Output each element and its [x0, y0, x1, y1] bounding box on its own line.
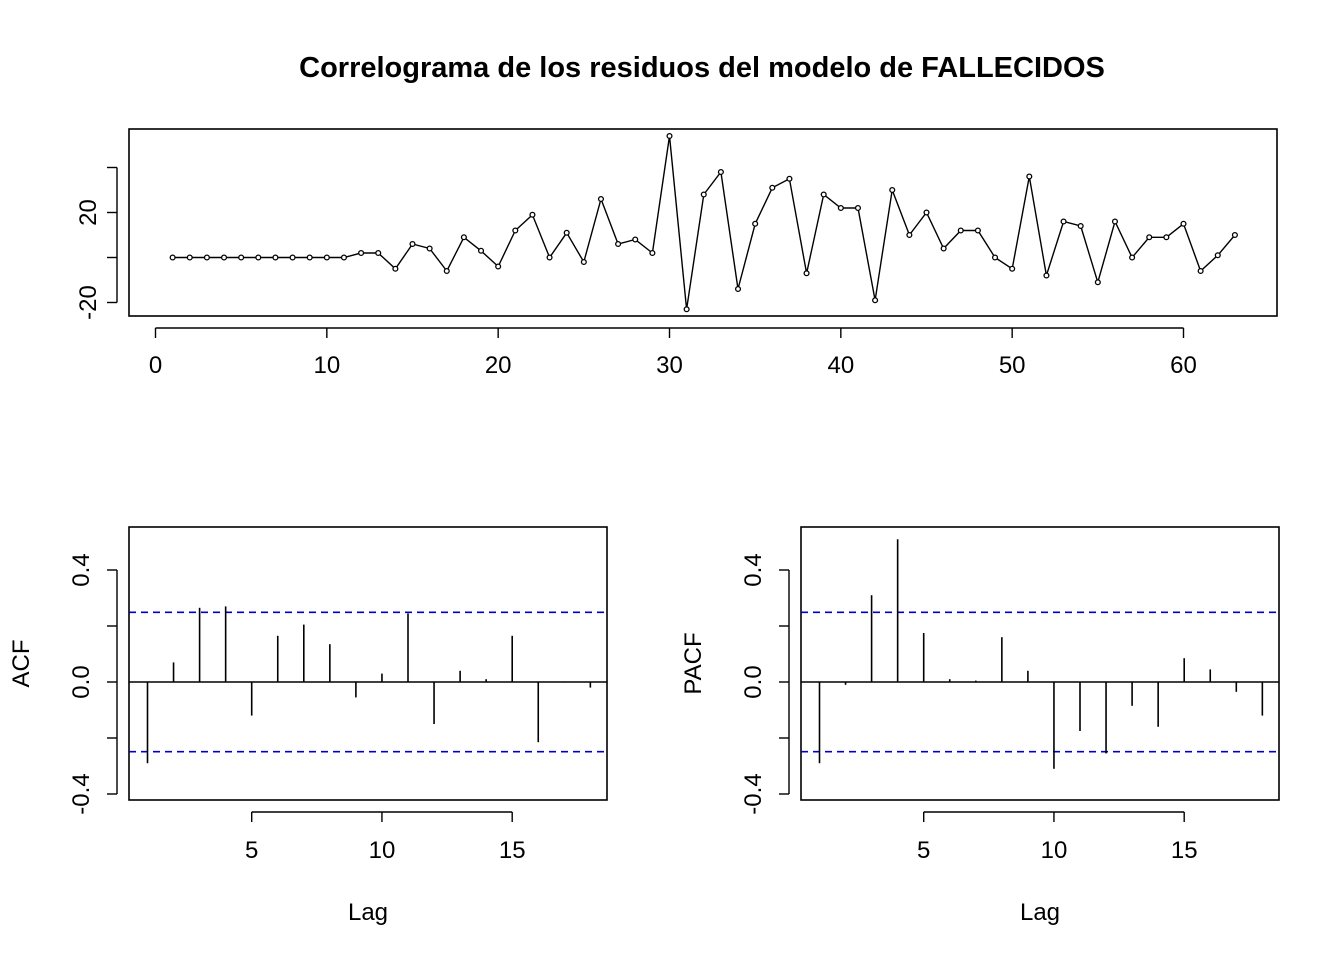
series-point — [563, 229, 570, 236]
plot-frame — [128, 128, 1278, 317]
series-point — [1060, 218, 1067, 225]
series-point — [169, 254, 176, 261]
series-point — [632, 236, 639, 243]
series-point — [889, 186, 896, 194]
series-point — [872, 297, 879, 304]
series-point — [289, 254, 296, 261]
series-point — [477, 247, 485, 254]
x-tick-label: 15 — [499, 837, 526, 864]
series-point — [1129, 254, 1136, 261]
plot-frame — [800, 526, 1280, 801]
series-point — [1026, 173, 1033, 180]
series-point — [409, 240, 416, 248]
y-tick-label: -20 — [75, 285, 102, 320]
series-point — [529, 211, 536, 218]
series-point — [854, 204, 862, 212]
series-point — [666, 132, 673, 140]
series-point — [375, 249, 382, 257]
series-point — [734, 285, 742, 293]
x-tick-label: 60 — [1170, 352, 1197, 379]
x-tick-label: 10 — [369, 837, 396, 864]
series-point — [906, 231, 913, 239]
series-point — [1214, 252, 1221, 259]
series-point — [683, 306, 690, 313]
series-point — [306, 254, 313, 261]
series-point — [1163, 234, 1170, 241]
series-point — [1043, 272, 1050, 279]
x-tick-label: 5 — [917, 837, 930, 864]
series-point — [1197, 267, 1204, 275]
series-point — [1077, 222, 1084, 230]
series-point — [786, 175, 793, 182]
series-point — [649, 249, 656, 257]
y-axis-label: PACF — [680, 632, 707, 694]
series-point — [700, 191, 707, 198]
series-point — [238, 254, 245, 261]
chart-title: Correlograma de los residuos del modelo … — [299, 52, 1105, 84]
series-point — [974, 227, 981, 234]
series-point — [1231, 231, 1238, 239]
series-point — [717, 168, 724, 176]
y-tick-label: -0.4 — [68, 773, 95, 814]
x-tick-label: 0 — [149, 352, 162, 379]
series-point — [426, 245, 433, 252]
y-tick-label: 0.0 — [740, 665, 767, 698]
series-point — [512, 227, 519, 234]
series-point — [203, 254, 210, 261]
x-tick-label: 40 — [827, 352, 854, 379]
series-point — [1009, 265, 1016, 272]
y-tick-label: 0.0 — [68, 665, 95, 698]
series-point — [991, 254, 999, 261]
series-point — [546, 254, 553, 261]
series-point — [1094, 279, 1101, 286]
series-point — [392, 265, 399, 272]
x-tick-label: 10 — [313, 352, 340, 379]
y-axis-label: ACF — [8, 640, 35, 688]
x-axis-label: Lag — [1020, 899, 1060, 926]
series-point — [1111, 218, 1119, 225]
series-point — [837, 204, 844, 212]
pacf-panel: 5 10 15 Lag -0.4 0.0 0.4 PACF — [680, 526, 1280, 926]
series-point — [495, 263, 502, 270]
series-point — [186, 254, 193, 261]
x-tick-label: 15 — [1171, 837, 1198, 864]
series-point — [443, 267, 450, 275]
series-point — [580, 258, 587, 266]
residuals-time-series-panel: 0 10 20 30 40 50 60 -20 20 — [75, 128, 1278, 379]
series-point — [940, 245, 947, 252]
plot-frame — [128, 526, 608, 801]
series-point — [615, 240, 622, 248]
acf-panel: 5 10 15 Lag -0.4 0.0 0.4 ACF — [8, 526, 608, 926]
series-point — [769, 184, 776, 191]
series-point — [923, 209, 930, 216]
x-tick-label: 5 — [245, 837, 258, 864]
series-point — [340, 254, 348, 261]
x-axis-label: Lag — [348, 899, 388, 926]
series-point — [460, 234, 467, 241]
x-tick-label: 30 — [656, 352, 683, 379]
x-tick-label: 10 — [1041, 837, 1068, 864]
series-point — [752, 220, 759, 227]
y-tick-label: 20 — [75, 199, 102, 226]
series-point — [957, 227, 964, 234]
series-line — [172, 135, 1236, 310]
series-point — [820, 191, 827, 198]
series-point — [220, 254, 228, 261]
y-tick-label: -0.4 — [740, 773, 767, 814]
series-point — [1180, 220, 1187, 227]
series-point — [272, 254, 279, 261]
series-point — [597, 195, 605, 203]
series-point — [1146, 234, 1153, 241]
series-point — [358, 249, 365, 257]
y-tick-label: 0.4 — [740, 553, 767, 586]
x-tick-label: 50 — [999, 352, 1026, 379]
series-point — [803, 270, 810, 277]
y-tick-label: 0.4 — [68, 553, 95, 586]
x-tick-label: 20 — [485, 352, 512, 379]
series-point — [255, 254, 262, 261]
series-point — [323, 254, 330, 261]
